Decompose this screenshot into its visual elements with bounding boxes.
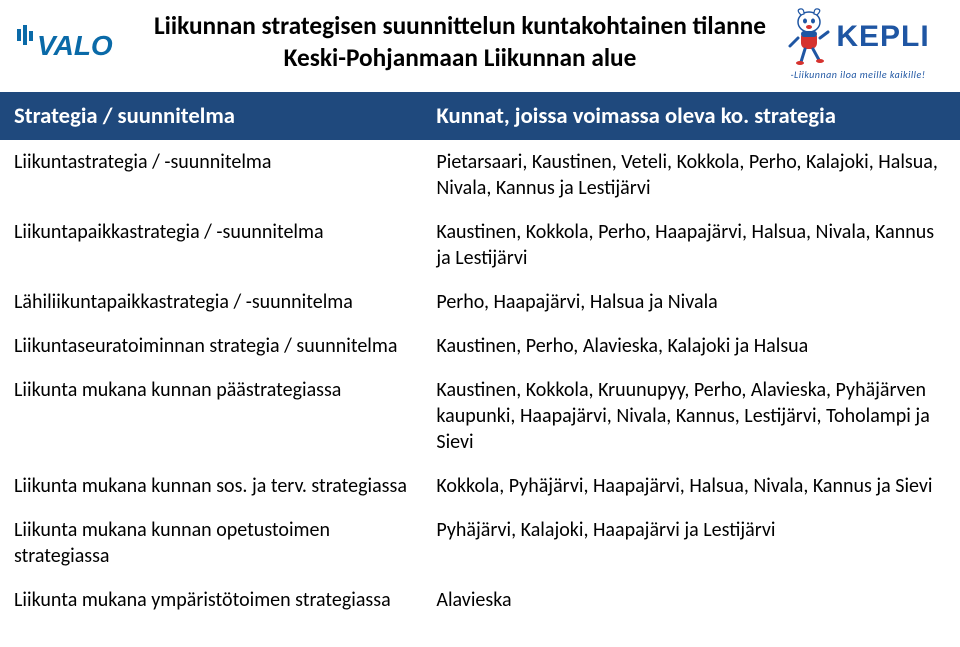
table-row: Liikuntaseuratoiminnan strategia / suunn…: [0, 324, 960, 368]
valo-logo: VALO: [12, 18, 152, 78]
cell-strategy: Liikunta mukana kunnan opetustoimen stra…: [0, 508, 422, 578]
table-row: Liikunta mukana ympäristötoimen strategi…: [0, 578, 960, 622]
cell-strategy: Liikuntapaikkastrategia / -suunnitelma: [0, 210, 422, 280]
table-row: Lähiliikuntapaikkastrategia / -suunnitel…: [0, 280, 960, 324]
table-row: Liikuntapaikkastrategia / -suunnitelmaKa…: [0, 210, 960, 280]
cell-municipalities: Perho, Haapajärvi, Halsua ja Nivala: [422, 280, 960, 324]
table-row: Liikunta mukana kunnan sos. ja terv. str…: [0, 464, 960, 508]
th-municipalities: Kunnat, joissa voimassa oleva ko. strate…: [422, 92, 960, 140]
table-header-row: Strategia / suunnitelma Kunnat, joissa v…: [0, 92, 960, 140]
cell-strategy: Liikunta mukana kunnan sos. ja terv. str…: [0, 464, 422, 508]
cell-municipalities: Pietarsaari, Kaustinen, Veteli, Kokkola,…: [422, 140, 960, 210]
header: VALO Liikunnan strategisen suunnittelun …: [0, 0, 960, 92]
title-line-2: Keski-Pohjanmaan Liikunnan alue: [152, 42, 768, 74]
title-line-1: Liikunnan strategisen suunnittelun kunta…: [152, 10, 768, 42]
table-row: Liikunta mukana kunnan päästrategiassaKa…: [0, 368, 960, 464]
cell-municipalities: Pyhäjärvi, Kalajoki, Haapajärvi ja Lesti…: [422, 508, 960, 578]
valo-logo-text: VALO: [37, 30, 113, 61]
kepli-logo: KEPLI -Liikunnan iloa meille kaikille!: [768, 8, 948, 90]
table-row: Liikuntastrategia / -suunnitelmaPietarsa…: [0, 140, 960, 210]
table-row: Liikunta mukana kunnan opetustoimen stra…: [0, 508, 960, 578]
th-strategy: Strategia / suunnitelma: [0, 92, 422, 140]
cell-strategy: Liikunta mukana kunnan päästrategiassa: [0, 368, 422, 464]
cell-municipalities: Kaustinen, Perho, Alavieska, Kalajoki ja…: [422, 324, 960, 368]
cell-strategy: Lähiliikuntapaikkastrategia / -suunnitel…: [0, 280, 422, 324]
cell-strategy: Liikuntastrategia / -suunnitelma: [0, 140, 422, 210]
cell-municipalities: Kokkola, Pyhäjärvi, Haapajärvi, Halsua, …: [422, 464, 960, 508]
mascot-icon: [786, 8, 832, 66]
cell-municipalities: Kaustinen, Kokkola, Kruunupyy, Perho, Al…: [422, 368, 960, 464]
page-title-block: Liikunnan strategisen suunnittelun kunta…: [152, 8, 768, 73]
cell-municipalities: Kaustinen, Kokkola, Perho, Haapajärvi, H…: [422, 210, 960, 280]
cell-strategy: Liikunta mukana ympäristötoimen strategi…: [0, 578, 422, 622]
kepli-tagline: -Liikunnan iloa meille kaikille!: [790, 68, 925, 81]
kepli-logo-text: KEPLI: [836, 20, 929, 54]
cell-municipalities: Alavieska: [422, 578, 960, 622]
strategy-table: Strategia / suunnitelma Kunnat, joissa v…: [0, 92, 960, 622]
cell-strategy: Liikuntaseuratoiminnan strategia / suunn…: [0, 324, 422, 368]
